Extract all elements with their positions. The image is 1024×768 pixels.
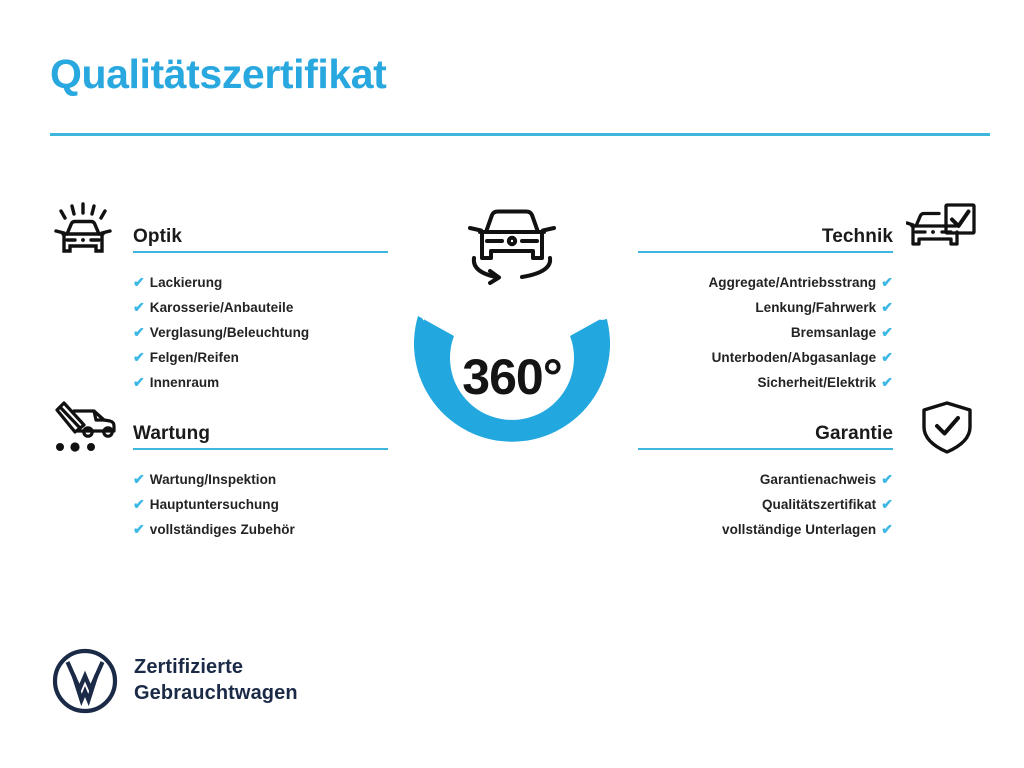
list-item-label: Wartung/Inspektion	[149, 472, 277, 487]
list-item: ✔ Karosserie/Anbauteile	[133, 295, 388, 320]
footer-line-2: Gebrauchtwagen	[134, 682, 298, 704]
list-item-label: Unterboden/Abgasanlage	[711, 350, 877, 365]
section-heading: Optik	[133, 226, 183, 247]
service-book-pen-car-icon	[48, 397, 120, 459]
list-item-label: Lenkung/Fahrwerk	[755, 300, 877, 315]
section-underline	[133, 251, 388, 253]
badge-value: 360°	[462, 349, 562, 405]
check-icon: ✔	[133, 496, 145, 512]
ring-label-text: Gebrauchtwagen-Check	[405, 226, 619, 324]
list-item: ✔ Wartung/Inspektion	[133, 467, 388, 492]
list-item-label: vollständiges Zubehör	[149, 522, 295, 537]
list-item: ✔ Hauptuntersuchung	[133, 492, 388, 517]
check-icon: ✔	[133, 274, 145, 290]
check-icon: ✔	[133, 471, 145, 487]
checklist-garantie: Garantienachweis ✔ Qualitätszertifikat ✔ v…	[638, 467, 978, 542]
check-icon: ✔	[133, 299, 145, 315]
checklist-optik: ✔ Lackierung ✔ Karosserie/Anbauteile ✔ Verg…	[48, 270, 388, 395]
list-item: ✔ Lackierung	[133, 270, 388, 295]
car-front-checkbox-icon	[906, 200, 978, 262]
car-front-shine-icon	[48, 200, 120, 262]
footer-line-1: Zertifizierte	[134, 656, 244, 679]
volkswagen-logo-icon	[52, 648, 118, 714]
check-icon: ✔	[133, 349, 145, 365]
badge-360-gebrauchtwagen-check: Gebrauchtwagen-Check 360°	[372, 196, 652, 496]
list-item: ✔ Felgen/Reifen	[133, 345, 388, 370]
check-icon: ✔	[133, 324, 145, 340]
section-heading: Technik	[821, 226, 893, 247]
check-icon: ✔	[881, 374, 893, 390]
list-item: vollständige Unterlagen ✔	[638, 517, 893, 542]
check-icon: ✔	[133, 374, 145, 390]
car-rotate-360-icon	[456, 196, 568, 292]
title-divider	[50, 133, 990, 136]
page-title: Qualitätszertifikat	[50, 51, 387, 97]
list-item: ✔ vollständiges Zubehör	[133, 517, 388, 542]
list-item: ✔ Verglasung/Beleuchtung	[133, 320, 388, 345]
list-item: Garantienachweis ✔	[638, 467, 893, 492]
check-icon: ✔	[881, 324, 893, 340]
list-item-label: Garantienachweis	[759, 472, 877, 487]
section-underline	[638, 448, 893, 450]
section-underline	[638, 251, 893, 253]
list-item: Lenkung/Fahrwerk ✔	[638, 295, 893, 320]
check-icon: ✔	[133, 521, 145, 537]
ring-arc	[414, 316, 610, 442]
section-technik: Technik Aggregate/Antriebsstrang ✔ Lenkun…	[638, 200, 978, 395]
check-icon: ✔	[881, 496, 893, 512]
list-item: Sicherheit/Elektrik ✔	[638, 370, 893, 395]
list-item: Qualitätszertifikat ✔	[638, 492, 893, 517]
check-icon: ✔	[881, 521, 893, 537]
footer-brand: Zertifizierte Gebrauchtwagen	[52, 648, 298, 714]
check-icon: ✔	[881, 274, 893, 290]
list-item-label: Felgen/Reifen	[149, 350, 239, 365]
list-item: ✔ Innenraum	[133, 370, 388, 395]
ring-label: Gebrauchtwagen-Check	[405, 260, 619, 324]
list-item-label: Lackierung	[149, 275, 223, 290]
list-item-label: Hauptuntersuchung	[149, 497, 279, 512]
section-header: Optik	[48, 200, 388, 262]
section-underline	[133, 448, 388, 450]
section-header: Garantie	[638, 397, 978, 459]
list-item-label: Qualitätszertifikat	[761, 497, 877, 512]
list-item-label: Bremsanlage	[790, 325, 877, 340]
section-header: Technik	[638, 200, 978, 262]
section-heading: Garantie	[815, 423, 893, 444]
checklist-wartung: ✔ Wartung/Inspektion ✔ Hauptuntersuchung ✔…	[48, 467, 388, 542]
checklist-technik: Aggregate/Antriebsstrang ✔ Lenkung/Fahrwe…	[638, 270, 978, 395]
section-optik: Optik ✔ Lackierung ✔ Karosserie/Anbauteile…	[48, 200, 388, 395]
list-item-label: Aggregate/Antriebsstrang	[708, 275, 877, 290]
check-icon: ✔	[881, 299, 893, 315]
section-heading: Wartung	[133, 423, 211, 444]
check-icon: ✔	[881, 349, 893, 365]
list-item: Aggregate/Antriebsstrang ✔	[638, 270, 893, 295]
list-item-label: Karosserie/Anbauteile	[149, 300, 294, 315]
section-header: Wartung	[48, 397, 388, 459]
list-item-label: vollständige Unterlagen	[722, 522, 877, 537]
list-item: Unterboden/Abgasanlage ✔	[638, 345, 893, 370]
section-garantie: Garantie Garantienachweis ✔ Qualitätszert…	[638, 397, 978, 542]
shield-check-icon	[906, 397, 978, 459]
list-item-label: Sicherheit/Elektrik	[757, 375, 877, 390]
footer-text: Zertifizierte Gebrauchtwagen	[134, 655, 298, 706]
list-item-label: Verglasung/Beleuchtung	[149, 325, 310, 340]
list-item-label: Innenraum	[149, 375, 220, 390]
check-icon: ✔	[881, 471, 893, 487]
section-wartung: Wartung ✔ Wartung/Inspektion ✔ Hauptunters…	[48, 397, 388, 542]
list-item: Bremsanlage ✔	[638, 320, 893, 345]
